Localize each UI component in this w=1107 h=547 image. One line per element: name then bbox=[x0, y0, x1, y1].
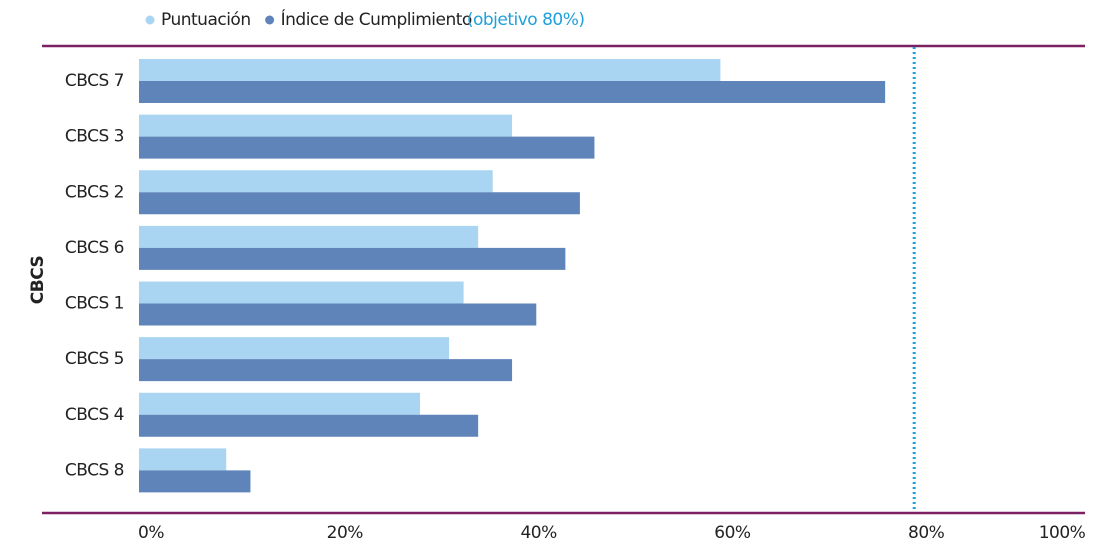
x-tick-label: 20% bbox=[327, 523, 364, 543]
bar bbox=[139, 247, 566, 270]
bar bbox=[139, 337, 450, 360]
legend-marker bbox=[265, 15, 275, 25]
x-tick-label: 100% bbox=[1039, 523, 1086, 543]
bar bbox=[139, 470, 251, 493]
x-tick-label: 0% bbox=[138, 523, 164, 543]
legend-marker bbox=[145, 15, 155, 25]
bar bbox=[139, 192, 580, 215]
bar bbox=[139, 414, 479, 437]
y-axis-label: CBCS bbox=[28, 256, 48, 304]
target-label: (objetivo 80%) bbox=[467, 10, 585, 30]
bar bbox=[139, 359, 513, 382]
y-tick-label: CBCS 7 bbox=[65, 71, 124, 91]
bar bbox=[139, 59, 721, 81]
legend-label: Índice de Cumplimiento bbox=[281, 8, 472, 30]
y-tick-label: CBCS 4 bbox=[65, 405, 124, 425]
bar bbox=[139, 136, 595, 159]
bar bbox=[139, 281, 464, 304]
bar bbox=[139, 81, 886, 103]
bar bbox=[139, 392, 421, 415]
bar bbox=[139, 114, 513, 137]
y-tick-label: CBCS 2 bbox=[65, 182, 124, 202]
bar bbox=[139, 303, 537, 326]
bar bbox=[139, 448, 227, 471]
y-tick-label: CBCS 1 bbox=[65, 294, 124, 314]
y-tick-label: CBCS 5 bbox=[65, 349, 124, 369]
x-tick-label: 40% bbox=[520, 523, 557, 543]
y-tick-label: CBCS 8 bbox=[65, 460, 124, 480]
y-tick-label: CBCS 3 bbox=[65, 127, 124, 147]
x-tick-label: 80% bbox=[908, 523, 945, 543]
x-tick-label: 60% bbox=[714, 523, 751, 543]
legend-label: Puntuación bbox=[161, 10, 251, 30]
bar bbox=[139, 170, 493, 193]
bar bbox=[139, 225, 479, 248]
y-tick-label: CBCS 6 bbox=[65, 238, 124, 258]
